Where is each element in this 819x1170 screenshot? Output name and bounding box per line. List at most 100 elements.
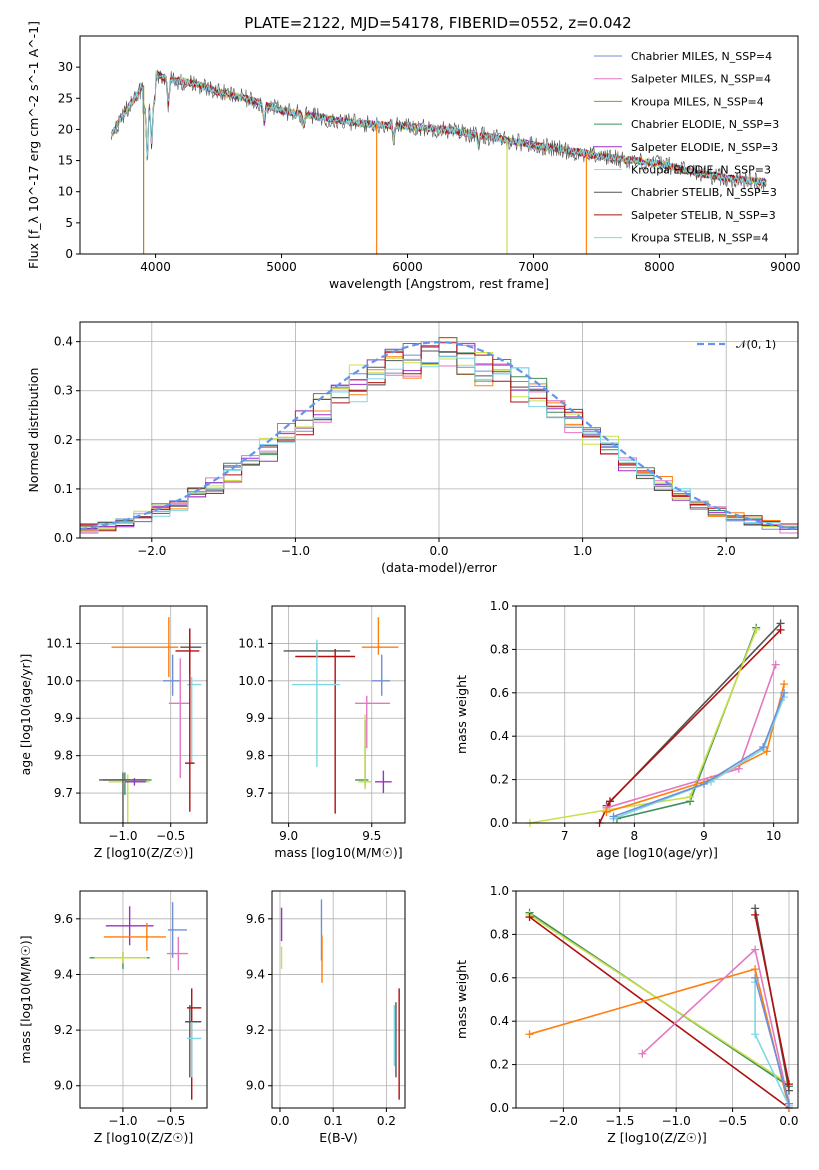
legend-label: Salpeter MILES, N_SSP=4	[631, 73, 771, 86]
y-axis-label: Normed distribution	[26, 368, 41, 493]
y-tick-label: 0.2	[490, 773, 509, 787]
x-tick-label: 1.0	[573, 544, 592, 558]
y-tick-label: 10.1	[238, 636, 265, 650]
y-tick-label: 1.0	[490, 599, 509, 613]
x-axis-label: Z [log10(Z/Z☉)]	[94, 1130, 194, 1145]
legend-label: Salpeter ELODIE, N_SSP=3	[631, 141, 778, 154]
spectrum-line	[111, 70, 767, 186]
y-tick-label: 0.2	[490, 1058, 509, 1072]
y-axis-label: Flux [f_λ 10^-17 erg cm^-2 s^-1 A^-1]	[26, 21, 41, 269]
mass-weight-marker	[638, 1049, 647, 1058]
y-tick-label: 0.0	[490, 816, 509, 830]
legend-label: Salpeter STELIB, N_SSP=3	[631, 209, 776, 222]
y-tick-label: 10.0	[238, 674, 265, 688]
x-tick-label: −0.5	[156, 829, 185, 843]
x-axis-label: age [log10(age/yr)]	[596, 845, 718, 860]
mass-weight-line	[606, 683, 785, 813]
y-axis-label: mass weight	[454, 675, 469, 754]
y-tick-label: 9.0	[246, 1079, 265, 1093]
y-tick-label: 9.8	[54, 749, 73, 763]
y-axis-label: mass [log10(M/M☉)]	[18, 935, 33, 1063]
mass-weight-line	[613, 696, 785, 820]
histogram-step	[80, 356, 798, 534]
x-tick-label: 0.2	[377, 1114, 396, 1128]
axes-frame	[79, 890, 208, 1109]
age-vs-metallicity-panel: −1.0 −0.5 9.7 9.8 9.9 10.0 10.1 Z [log10(Z/Z☉)]…	[18, 605, 208, 860]
y-tick-label: 9.0	[54, 1079, 73, 1093]
axes-frame	[515, 890, 799, 1109]
x-tick-label: 0.0	[779, 1114, 798, 1128]
legend-label: Kroupa STELIB, N_SSP=4	[631, 232, 769, 245]
x-axis-label: wavelength [Angstrom, rest frame]	[329, 276, 549, 291]
mass-weight-line	[613, 692, 785, 818]
y-tick-label: 1.0	[490, 884, 509, 898]
residual-histogram-panel: −2.0 −1.0 0.0 1.0 2.0 0.0 0.1 0.2 0.3 0.4 (data-mo…	[26, 321, 799, 575]
legend-label: Kroupa ELODIE, N_SSP=3	[631, 164, 771, 177]
x-tick-label: 0.0	[270, 1114, 289, 1128]
y-tick-label: 0.0	[54, 531, 73, 545]
axes-frame	[271, 890, 406, 1109]
axes-frame	[79, 321, 799, 539]
y-tick-label: 9.2	[54, 1023, 73, 1037]
mass-weight-marker	[525, 913, 534, 922]
y-tick-label: 0.4	[490, 729, 509, 743]
y-tick-label: 0.8	[490, 642, 509, 656]
mass-weight-line	[529, 629, 757, 824]
mass-weight-vs-metallicity-panel: −2.0 −1.5 −1.0 −0.5 0.0 0.0 0.2 0.4 0.6 0.8 1.0 Z […	[454, 884, 799, 1145]
mass-weight-marker	[525, 1030, 534, 1039]
y-tick-label: 15	[58, 154, 73, 168]
x-axis-label: E(B-V)	[319, 1130, 358, 1145]
y-tick-label: 9.6	[54, 912, 73, 926]
mass-weight-marker	[759, 743, 768, 752]
legend-label: Chabrier ELODIE, N_SSP=3	[631, 118, 779, 131]
spectrum-panel: 4000 5000 6000 7000 8000 9000 0 5 10 15 20 25 30 wave…	[26, 21, 801, 291]
y-tick-label: 20	[58, 122, 73, 136]
x-axis-label: (data-model)/error	[381, 560, 498, 575]
mass-weight-line	[754, 914, 790, 1085]
x-axis-label: mass [log10(M/M☉)]	[274, 845, 402, 860]
x-tick-label: 8	[631, 829, 639, 843]
x-tick-label: −0.5	[718, 1114, 747, 1128]
mass-weight-line	[529, 914, 790, 1085]
spectrum-title: PLATE=2122, MJD=54178, FIBERID=0552, z=0…	[244, 14, 631, 32]
spectrum-line	[111, 70, 767, 186]
axes-frame	[79, 35, 799, 255]
x-tick-label: 7000	[518, 260, 549, 274]
mass-weight-marker	[751, 1030, 760, 1039]
age-vs-mass-panel: 9.0 9.5 9.7 9.8 9.9 10.0 10.1 mass [log10(M/M☉)…	[238, 605, 406, 860]
x-tick-label: −2.0	[137, 544, 166, 558]
mass-weight-marker	[752, 625, 761, 634]
mass-weight-marker	[751, 973, 760, 982]
y-axis-label: age [log10(age/yr)]	[18, 654, 33, 776]
y-tick-label: 9.6	[246, 912, 265, 926]
x-tick-label: 7	[561, 829, 569, 843]
x-tick-label: −1.0	[108, 829, 137, 843]
y-tick-label: 10.0	[46, 674, 73, 688]
y-tick-label: 9.9	[246, 711, 265, 725]
x-tick-label: 6000	[392, 260, 423, 274]
y-tick-label: 9.2	[246, 1023, 265, 1037]
x-tick-label: −1.0	[281, 544, 310, 558]
y-tick-label: 9.7	[54, 786, 73, 800]
y-tick-label: 9.9	[54, 711, 73, 725]
x-axis-label: Z [log10(Z/Z☉)]	[607, 1130, 707, 1145]
y-tick-label: 0.4	[490, 1014, 509, 1028]
legend-label: Kroupa MILES, N_SSP=4	[631, 95, 764, 108]
y-tick-label: 0	[65, 247, 73, 261]
mass-weight-marker	[751, 910, 760, 919]
mass-weight-line	[754, 977, 790, 1104]
mass-weight-marker	[751, 965, 760, 974]
y-tick-label: 10	[58, 185, 73, 199]
mass-vs-metallicity-panel: −1.0 −0.5 9.0 9.2 9.4 9.6 Z [log10(Z/Z☉)] mass …	[18, 890, 208, 1145]
x-tick-label: −1.0	[108, 1114, 137, 1128]
x-tick-label: 9.0	[279, 829, 298, 843]
mass-weight-marker	[686, 792, 695, 801]
mass-weight-marker	[700, 779, 708, 788]
mass-weight-marker	[606, 797, 614, 806]
mass-weight-marker	[751, 945, 760, 954]
y-tick-label: 0.6	[490, 686, 509, 700]
y-tick-label: 0.4	[54, 335, 73, 349]
y-tick-label: 0.6	[490, 971, 509, 985]
legend-label: Chabrier STELIB, N_SSP=3	[631, 186, 777, 199]
x-tick-label: 8000	[644, 260, 675, 274]
